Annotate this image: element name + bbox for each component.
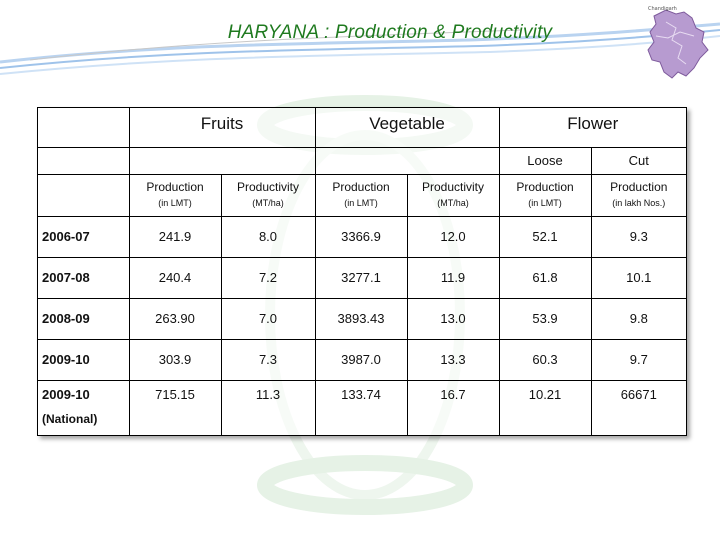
- value-cell: 12.0: [406, 215, 500, 257]
- year-cell: 2008-09: [38, 297, 129, 339]
- year-cell: 2007-08: [38, 256, 129, 298]
- group-flower: Flower: [498, 108, 687, 147]
- value-cell: 3277.1: [314, 256, 407, 298]
- year-cell: 2006-07: [38, 215, 129, 257]
- col-unit: (MT/ha): [220, 196, 315, 216]
- value-cell: 61.8: [498, 256, 592, 298]
- value-cell: 715.15: [128, 379, 221, 435]
- value-cell: 52.1: [498, 215, 592, 257]
- value-cell: 13.3: [406, 338, 500, 380]
- value-cell: 9.3: [590, 215, 687, 257]
- value-cell: 7.2: [220, 256, 315, 298]
- table-row: 2008-09 263.90 7.0 3893.43 13.0 53.9 9.8: [38, 297, 687, 339]
- value-cell: 3987.0: [314, 338, 407, 380]
- value-cell: 10.1: [590, 256, 687, 298]
- col-header: Production: [128, 173, 221, 196]
- col-header: Productivity: [406, 173, 500, 196]
- group-vegetable: Vegetable: [314, 108, 500, 147]
- col-unit: (in LMT): [498, 196, 592, 216]
- value-cell: 11.9: [406, 256, 500, 298]
- year-cell: 2009-10: [38, 338, 129, 380]
- value-cell: 9.7: [590, 338, 687, 380]
- col-header: Production: [498, 173, 592, 196]
- subgroup-loose: Loose: [498, 146, 592, 174]
- value-cell: 3366.9: [314, 215, 407, 257]
- table-row: 2009-10 (National) 715.15 11.3 133.74 16…: [38, 379, 687, 435]
- production-table: Fruits Vegetable Flower Loose Cut Produc…: [37, 107, 687, 436]
- table-row: 2006-07 241.9 8.0 3366.9 12.0 52.1 9.3: [38, 215, 687, 257]
- decorative-swoosh: [0, 22, 720, 75]
- value-cell: 263.90: [128, 297, 221, 339]
- value-cell: 66671: [590, 379, 687, 435]
- logo-caption: Chandigarh: [648, 6, 677, 12]
- value-cell: 303.9: [128, 338, 221, 380]
- col-header: Production: [590, 173, 687, 196]
- group-fruits: Fruits: [128, 108, 315, 147]
- slide-title: HARYANA : Production & Productivity: [227, 22, 553, 43]
- value-cell: 240.4: [128, 256, 221, 298]
- value-cell: 60.3: [498, 338, 592, 380]
- col-header: Production: [314, 173, 407, 196]
- value-cell: 11.3: [220, 379, 315, 435]
- year-label: 2009-10: [42, 386, 90, 402]
- value-cell: 7.3: [220, 338, 315, 380]
- value-cell: 3893.43: [314, 297, 407, 339]
- subgroup-cut: Cut: [590, 146, 687, 174]
- value-cell: 16.7: [406, 379, 500, 435]
- value-cell: 8.0: [220, 215, 315, 257]
- value-cell: 7.0: [220, 297, 315, 339]
- table-row: 2009-10 303.9 7.3 3987.0 13.3 60.3 9.7: [38, 338, 687, 380]
- col-unit: (in LMT): [128, 196, 221, 216]
- col-unit: (in LMT): [314, 196, 407, 216]
- table-row: 2007-08 240.4 7.2 3277.1 11.9 61.8 10.1: [38, 256, 687, 298]
- value-cell: 133.74: [314, 379, 407, 435]
- col-unit: (in lakh Nos.): [590, 196, 687, 216]
- value-cell: 53.9: [498, 297, 592, 339]
- col-header: Productivity: [220, 173, 315, 196]
- value-cell: 13.0: [406, 297, 500, 339]
- corner-cell: [38, 108, 129, 147]
- national-note: (National): [42, 411, 98, 426]
- value-cell: 241.9: [128, 215, 221, 257]
- col-unit: (MT/ha): [406, 196, 500, 216]
- haryana-map-icon: [647, 9, 709, 79]
- year-cell: 2009-10 (National): [38, 379, 129, 435]
- value-cell: 9.8: [590, 297, 687, 339]
- value-cell: 10.21: [498, 379, 592, 435]
